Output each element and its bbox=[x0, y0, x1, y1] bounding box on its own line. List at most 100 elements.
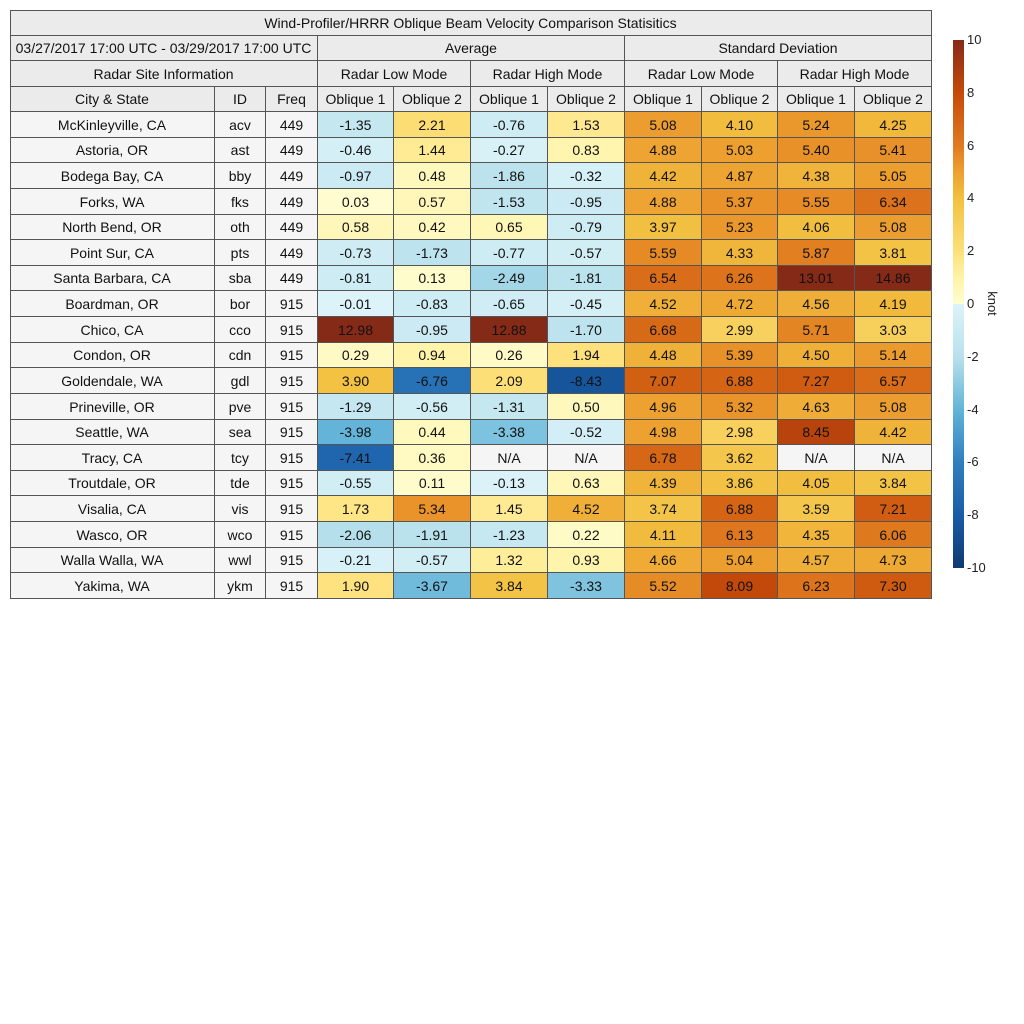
value-cell: 6.26 bbox=[702, 266, 778, 291]
site-cell: 449 bbox=[266, 138, 318, 163]
value-cell: -1.81 bbox=[548, 266, 625, 291]
site-cell: acv bbox=[215, 112, 266, 138]
value-cell: 2.99 bbox=[702, 317, 778, 343]
column-header: Oblique 2 bbox=[702, 87, 778, 112]
value-cell: 4.98 bbox=[625, 420, 702, 445]
value-cell: 0.57 bbox=[394, 189, 471, 215]
value-cell: 4.06 bbox=[778, 215, 855, 240]
colorbar bbox=[953, 40, 964, 568]
value-cell: 6.54 bbox=[625, 266, 702, 291]
value-cell: 3.84 bbox=[855, 471, 932, 496]
site-cell: McKinleyville, CA bbox=[10, 112, 215, 138]
colorbar-tick: 6 bbox=[967, 137, 975, 153]
colorbar-tick: -4 bbox=[967, 401, 979, 417]
column-header: Oblique 2 bbox=[855, 87, 932, 112]
site-cell: sba bbox=[215, 266, 266, 291]
site-cell: bor bbox=[215, 291, 266, 317]
value-cell: -0.95 bbox=[394, 317, 471, 343]
value-cell: 5.14 bbox=[855, 343, 932, 368]
value-cell: 1.94 bbox=[548, 343, 625, 368]
value-cell: 0.83 bbox=[548, 138, 625, 163]
value-cell: -0.65 bbox=[471, 291, 548, 317]
site-cell: Goldendale, WA bbox=[10, 368, 215, 394]
value-cell: -0.32 bbox=[548, 163, 625, 189]
site-cell: 915 bbox=[266, 291, 318, 317]
value-cell: -0.77 bbox=[471, 240, 548, 266]
value-cell: -0.83 bbox=[394, 291, 471, 317]
site-cell: tcy bbox=[215, 445, 266, 471]
value-cell: 4.19 bbox=[855, 291, 932, 317]
value-cell: 2.21 bbox=[394, 112, 471, 138]
site-cell: sea bbox=[215, 420, 266, 445]
date-range: 03/27/2017 17:00 UTC - 03/29/2017 17:00 … bbox=[10, 36, 318, 61]
value-cell: 5.40 bbox=[778, 138, 855, 163]
value-cell: 4.42 bbox=[625, 163, 702, 189]
value-cell: 0.11 bbox=[394, 471, 471, 496]
value-cell: -1.86 bbox=[471, 163, 548, 189]
value-cell: 1.32 bbox=[471, 548, 548, 573]
value-cell: 5.08 bbox=[855, 394, 932, 420]
column-header: Oblique 1 bbox=[778, 87, 855, 112]
value-cell: -1.73 bbox=[394, 240, 471, 266]
value-cell: 8.45 bbox=[778, 420, 855, 445]
value-cell: 1.45 bbox=[471, 496, 548, 522]
column-header: Oblique 2 bbox=[394, 87, 471, 112]
value-cell: -6.76 bbox=[394, 368, 471, 394]
value-cell: -8.43 bbox=[548, 368, 625, 394]
site-cell: ast bbox=[215, 138, 266, 163]
site-cell: 915 bbox=[266, 522, 318, 548]
value-cell: 3.86 bbox=[702, 471, 778, 496]
site-cell: 915 bbox=[266, 343, 318, 368]
site-cell: cco bbox=[215, 317, 266, 343]
site-cell: bby bbox=[215, 163, 266, 189]
column-header: Oblique 2 bbox=[548, 87, 625, 112]
value-cell: 0.42 bbox=[394, 215, 471, 240]
site-cell: Boardman, OR bbox=[10, 291, 215, 317]
value-cell: 3.97 bbox=[625, 215, 702, 240]
site-cell: Seattle, WA bbox=[10, 420, 215, 445]
value-cell: 5.08 bbox=[855, 215, 932, 240]
value-cell: 5.87 bbox=[778, 240, 855, 266]
table-title: Wind-Profiler/HRRR Oblique Beam Velocity… bbox=[10, 10, 932, 36]
value-cell: 0.58 bbox=[318, 215, 394, 240]
value-cell: 4.38 bbox=[778, 163, 855, 189]
site-cell: cdn bbox=[215, 343, 266, 368]
value-cell: -0.56 bbox=[394, 394, 471, 420]
site-cell: ykm bbox=[215, 573, 266, 599]
colorbar-label: knot bbox=[984, 291, 1000, 316]
value-cell: -0.45 bbox=[548, 291, 625, 317]
site-cell: 915 bbox=[266, 420, 318, 445]
value-cell: 0.44 bbox=[394, 420, 471, 445]
column-header: Freq bbox=[266, 87, 318, 112]
value-cell: 0.65 bbox=[471, 215, 548, 240]
colorbar-tick: -8 bbox=[967, 507, 979, 523]
value-cell: -0.46 bbox=[318, 138, 394, 163]
value-cell: 4.39 bbox=[625, 471, 702, 496]
value-cell: -0.55 bbox=[318, 471, 394, 496]
site-cell: 915 bbox=[266, 317, 318, 343]
site-cell: Santa Barbara, CA bbox=[10, 266, 215, 291]
value-cell: 5.55 bbox=[778, 189, 855, 215]
value-cell: 4.52 bbox=[625, 291, 702, 317]
value-cell: -1.91 bbox=[394, 522, 471, 548]
value-cell: 5.32 bbox=[702, 394, 778, 420]
site-cell: oth bbox=[215, 215, 266, 240]
value-cell: -0.27 bbox=[471, 138, 548, 163]
value-cell: 6.13 bbox=[702, 522, 778, 548]
value-cell: 5.52 bbox=[625, 573, 702, 599]
value-cell: 4.52 bbox=[548, 496, 625, 522]
value-cell: 5.34 bbox=[394, 496, 471, 522]
site-cell: Point Sur, CA bbox=[10, 240, 215, 266]
column-header: Oblique 1 bbox=[471, 87, 548, 112]
value-cell: 6.57 bbox=[855, 368, 932, 394]
value-cell: 4.25 bbox=[855, 112, 932, 138]
value-cell: 5.41 bbox=[855, 138, 932, 163]
value-cell: -3.98 bbox=[318, 420, 394, 445]
value-cell: 5.05 bbox=[855, 163, 932, 189]
value-cell: -0.01 bbox=[318, 291, 394, 317]
value-cell: -3.33 bbox=[548, 573, 625, 599]
value-cell: 1.73 bbox=[318, 496, 394, 522]
site-cell: 449 bbox=[266, 189, 318, 215]
site-cell: gdl bbox=[215, 368, 266, 394]
value-cell: 14.86 bbox=[855, 266, 932, 291]
